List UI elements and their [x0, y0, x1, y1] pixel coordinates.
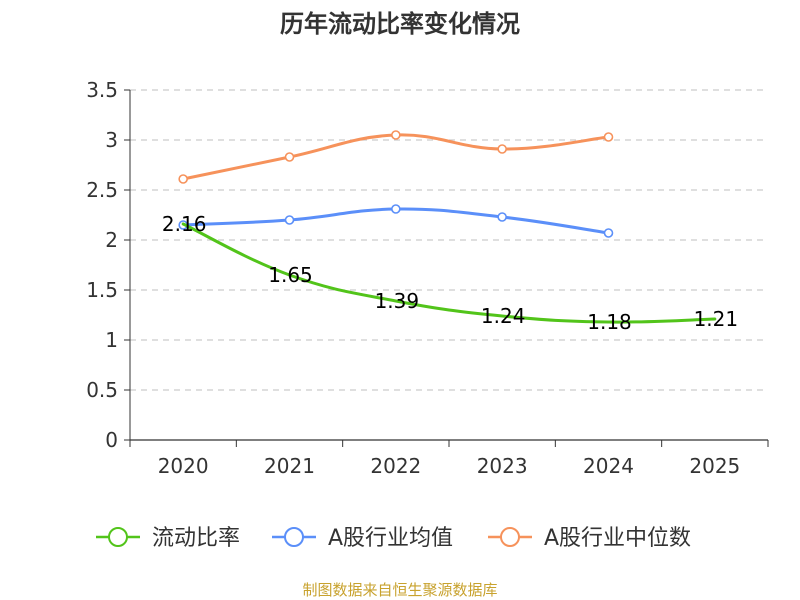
- x-tick-label: 2024: [583, 454, 634, 478]
- legend-marker: [500, 527, 520, 547]
- data-labels: 2.16 1.65 1.39 1.24 1.18 1.21: [162, 212, 738, 334]
- series-line-2: [181, 133, 610, 181]
- series-point-1: [391, 204, 401, 214]
- series-line-0: [181, 222, 717, 324]
- gridlines: [130, 89, 768, 391]
- x-tick-label: 2021: [264, 454, 315, 478]
- y-tick-label: 1.5: [86, 278, 118, 302]
- legend-label: A股行业均值: [328, 526, 453, 551]
- x-tick-label: 2022: [370, 454, 421, 478]
- legend: 流动比率 A股行业均值 A股行业中位数: [96, 526, 691, 551]
- y-tick-label: 1: [105, 328, 118, 352]
- x-tick-label: 2023: [477, 454, 528, 478]
- chart-title: 历年流动比率变化情况: [280, 10, 520, 38]
- data-label: 1.39: [375, 289, 420, 313]
- series-point-2: [497, 144, 507, 154]
- axes: 0 0.5 1 1.5 2 2.5 3 3.5 2020 2021 2022 2023 2024 2025: [86, 78, 769, 478]
- series-point-1: [497, 212, 507, 222]
- legend-label: 流动比率: [152, 526, 240, 551]
- legend-marker: [108, 527, 128, 547]
- series-point-2: [178, 174, 188, 184]
- series-point-2: [284, 152, 295, 162]
- data-label: 1.65: [268, 263, 313, 287]
- legend-marker: [284, 527, 304, 547]
- y-tick-label: 0.5: [86, 378, 118, 402]
- data-label: 1.18: [587, 310, 632, 334]
- series-point-1: [603, 228, 614, 238]
- series-point-1: [284, 215, 295, 225]
- data-label: 1.24: [481, 304, 526, 328]
- y-tick-label: 2.5: [86, 178, 118, 202]
- data-label: 2.16: [162, 212, 207, 236]
- x-tick-label: 2025: [689, 454, 740, 478]
- series-point-2: [391, 130, 401, 140]
- y-tick-label: 2: [105, 228, 118, 252]
- data-label: 1.21: [694, 307, 739, 331]
- y-tick-label: 3.5: [86, 78, 118, 102]
- y-tick-label: 0: [105, 428, 118, 452]
- y-tick-label: 3: [105, 128, 118, 152]
- source-note: 制图数据来自恒生聚源数据库: [302, 581, 497, 599]
- series-layer: [178, 130, 717, 324]
- legend-label: A股行业中位数: [544, 526, 691, 551]
- series-point-2: [603, 132, 614, 142]
- x-tick-label: 2020: [158, 454, 209, 478]
